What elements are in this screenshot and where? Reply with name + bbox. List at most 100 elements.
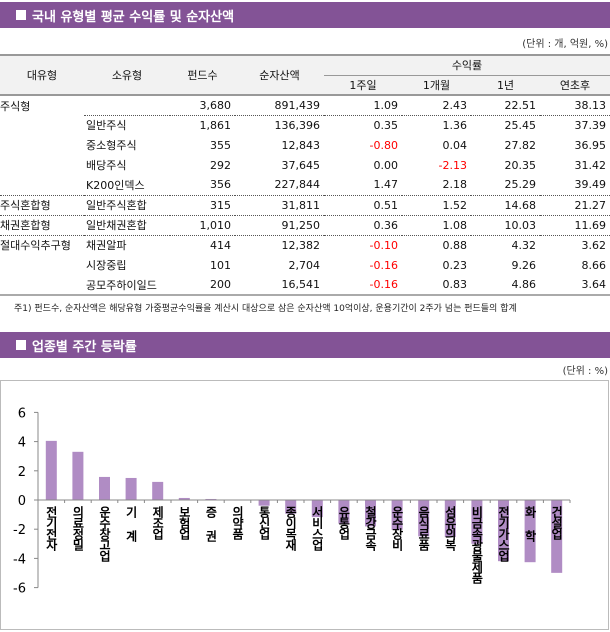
cell-w1: 0.51	[324, 194, 402, 215]
cell-w1: 1.09	[324, 95, 402, 116]
bar-12	[365, 500, 376, 527]
bar-0	[45, 440, 57, 500]
cell-w1: 1.47	[373, 178, 399, 192]
cell-minor: 일반주식혼합	[84, 194, 170, 215]
square-icon	[16, 340, 26, 350]
bar-5	[178, 497, 190, 500]
sector-chart-svg: 6 4 2 0 -2 -4 -6	[13, 406, 571, 597]
x-label: 보험업	[177, 506, 192, 539]
cell-funds: 315	[170, 194, 235, 215]
cell-funds: 292	[210, 158, 231, 172]
y-tick-label: 0	[18, 494, 26, 509]
cell-major	[0, 175, 84, 195]
cell-minor: 공모주하이일드	[86, 278, 157, 292]
cell-funds: 101	[210, 258, 231, 272]
x-label: 섬유의복	[443, 506, 458, 550]
cell-nav: 91,250	[235, 214, 324, 235]
cell-major	[0, 155, 84, 175]
cell-w1: -0.10	[324, 234, 402, 255]
cell-ytd: 3.62	[540, 234, 610, 255]
cell-minor: K200인덱스	[86, 178, 145, 192]
x-label: 화 학	[523, 506, 538, 541]
header-1m: 1개월	[402, 75, 471, 95]
table-row: K200인덱스 356 227,844 1.47 2.18 25.29 39.49	[0, 175, 610, 195]
cell-minor: 채권알파	[84, 234, 170, 255]
footnote: 주1) 펀드수, 순자산액은 해당유형 가중평균수익률을 계산시 대상으로 삼은…	[14, 304, 517, 314]
table-row: 절대수익추구형 채권알파 414 12,382 -0.10 0.88 4.32 3.62	[0, 234, 610, 255]
section2-title-bar: 업종별 주간 등락률	[0, 332, 610, 358]
cell-y1: 10.03	[471, 214, 540, 235]
section1-unit: (단위 : 개, 억원, %)	[522, 39, 608, 50]
bar-4	[152, 481, 164, 500]
cell-major: 채권혼합형	[0, 214, 84, 235]
cell-y1: 9.26	[511, 258, 537, 272]
fund-returns-table: 대유형 소유형 펀드수 순자산액 수익률 1주일 1개월 1년 연초후 주식형 3,680 891…	[0, 54, 610, 296]
cell-w1: 0.36	[324, 214, 402, 235]
cell-ytd: 39.49	[574, 178, 607, 192]
cell-ytd: 21.27	[540, 194, 610, 215]
cell-funds: 1,010	[170, 214, 235, 235]
cell-m1: 0.88	[402, 234, 471, 255]
cell-m1: 1.52	[402, 194, 471, 215]
cell-nav: 891,439	[235, 95, 324, 116]
bar-16	[471, 500, 483, 544]
square-icon	[16, 10, 26, 20]
bar-3	[125, 477, 137, 500]
cell-m1: 1.08	[402, 214, 471, 235]
cell-ytd: 8.66	[581, 258, 607, 272]
section1-title: 국내 유형별 평균 수익률 및 순자산액	[32, 9, 235, 25]
bar-11	[338, 500, 350, 524]
bar-15	[444, 500, 456, 538]
table-row: 채권혼합형 일반채권혼합 1,010 91,250 0.36 1.08 10.03 11.69	[0, 214, 610, 235]
cell-nav: 12,843	[281, 138, 321, 152]
cell-minor	[84, 95, 170, 116]
cell-nav: 37,645	[281, 158, 321, 172]
cell-ytd: 36.95	[574, 138, 607, 152]
header-major: 대유형	[0, 55, 84, 95]
bar-10	[311, 500, 323, 518]
cell-w1: -0.16	[369, 278, 398, 291]
cell-y1: 4.86	[511, 278, 537, 291]
x-label: 유통업	[336, 506, 351, 539]
y-tick-label: -6	[13, 582, 26, 597]
y-tick-label: -2	[13, 523, 26, 538]
cell-w1: 0.00	[373, 158, 399, 172]
bar-14	[418, 500, 430, 537]
x-label: 의료정밀	[70, 506, 85, 550]
cell-funds: 3,680	[170, 95, 235, 116]
cell-y1: 25.29	[504, 178, 537, 192]
cell-m1: 0.23	[442, 258, 468, 272]
bar-1	[72, 451, 84, 500]
cell-m1: -2.13	[438, 158, 467, 172]
bar-13	[391, 500, 403, 530]
cell-m1: 2.18	[442, 178, 468, 192]
cell-funds: 200	[210, 278, 231, 291]
cell-nav: 16,541	[281, 278, 321, 291]
cell-m1: 1.36	[442, 118, 468, 132]
x-label: 전기전자	[44, 506, 59, 550]
section2-unit: (단위 : %)	[562, 366, 608, 377]
x-label: 서비스업	[310, 506, 325, 550]
cell-y1: 20.35	[504, 158, 537, 172]
bar-18	[524, 500, 536, 563]
x-label: 증 권	[203, 506, 218, 541]
cell-w1: -0.16	[369, 258, 398, 272]
table-row: 중소형주식 355 12,843 -0.80 0.04 27.82 36.95	[0, 135, 610, 155]
table-row: 주식형 3,680 891,439 1.09 2.43 22.51 38.13	[0, 95, 610, 116]
y-tick-label: -4	[13, 552, 26, 567]
x-label: 제조업	[150, 506, 165, 539]
sector-chart: 6 4 2 0 -2 -4 -6 전기전자 의료정밀 운수창고업 기 계 제조업 보험업 증 권 의약품 통…	[0, 380, 609, 630]
x-label: 통신업	[257, 506, 272, 539]
x-label: 종이목재	[283, 506, 298, 550]
x-label: 운수장비	[390, 506, 405, 550]
x-label: 철강금속	[363, 506, 378, 550]
cell-m1: 0.04	[442, 138, 468, 152]
cell-ytd: 37.39	[574, 118, 607, 132]
x-label: 비금속광물제품	[469, 506, 484, 583]
cell-funds: 355	[210, 138, 231, 152]
cell-major: 주식혼합형	[0, 194, 84, 215]
table-row: 시장중립 101 2,704 -0.16 0.23 9.26 8.66	[0, 255, 610, 275]
x-label: 의약품	[230, 506, 245, 539]
table-row: 주식혼합형 일반주식혼합 315 31,811 0.51 1.52 14.68 21.27	[0, 194, 610, 215]
cell-major	[0, 255, 84, 275]
